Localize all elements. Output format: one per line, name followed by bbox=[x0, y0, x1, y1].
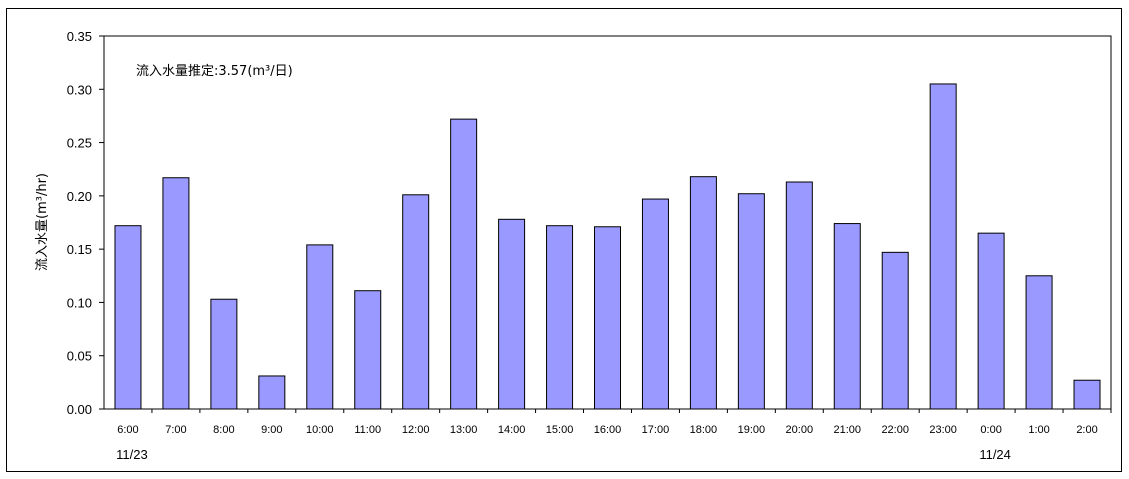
x-tick-label: 20:00 bbox=[786, 424, 814, 436]
date-label: 11/24 bbox=[979, 447, 1011, 462]
bar-6:00 bbox=[114, 225, 142, 410]
bar-20:00 bbox=[785, 181, 813, 410]
y-tick-label: 0.35 bbox=[67, 29, 92, 44]
x-tick-label: 2:00 bbox=[1076, 424, 1097, 436]
y-tick-label: 0.20 bbox=[67, 189, 92, 204]
y-axis-label: 流入水量(m³/hr) bbox=[35, 173, 50, 271]
bar-13:00 bbox=[450, 118, 478, 410]
bar-14:00 bbox=[498, 218, 526, 410]
y-tick-label: 0.30 bbox=[67, 82, 92, 97]
x-tick-label: 9:00 bbox=[261, 424, 282, 436]
bars bbox=[114, 83, 1101, 410]
bar-9:00 bbox=[258, 375, 286, 410]
x-tick-label: 23:00 bbox=[929, 424, 957, 436]
x-tick-label: 15:00 bbox=[546, 424, 574, 436]
bar-12:00 bbox=[402, 194, 430, 410]
y-axis: 0.00 0.05 0.10 0.15 0.20 0.25 0.30 0.35 bbox=[67, 29, 104, 417]
y-tick-label: 0.10 bbox=[67, 295, 92, 310]
x-tick-label: 16:00 bbox=[594, 424, 622, 436]
annotation-text: 流入水量推定:3.57(m³/日) bbox=[136, 64, 293, 79]
x-tick-label: 6:00 bbox=[117, 424, 138, 436]
date-label: 11/23 bbox=[116, 447, 148, 462]
x-tick-label: 18:00 bbox=[690, 424, 718, 436]
bar-1:00 bbox=[1025, 275, 1053, 410]
bar-11:00 bbox=[354, 290, 382, 410]
x-tick-label: 8:00 bbox=[213, 424, 234, 436]
y-tick-label: 0.00 bbox=[67, 402, 92, 417]
bar-23:00 bbox=[929, 83, 957, 410]
y-tick-label: 0.05 bbox=[67, 349, 92, 364]
x-tick-label: 7:00 bbox=[165, 424, 186, 436]
x-axis: 6:00 7:00 8:00 9:00 10:00 11:00 12:00 13:00 14:0… bbox=[116, 409, 1112, 462]
bar-8:00 bbox=[210, 298, 238, 410]
bar-2:00 bbox=[1073, 379, 1101, 410]
x-tick-label: 21:00 bbox=[833, 424, 861, 436]
bar-18:00 bbox=[689, 176, 717, 410]
bar-17:00 bbox=[641, 198, 669, 410]
y-tick-label: 0.15 bbox=[67, 242, 92, 257]
bar-7:00 bbox=[162, 177, 190, 410]
x-tick-label: 17:00 bbox=[642, 424, 670, 436]
y-tick-label: 0.25 bbox=[67, 136, 92, 151]
x-tick-label: 22:00 bbox=[881, 424, 909, 436]
bar-22:00 bbox=[881, 251, 909, 410]
x-tick-label: 19:00 bbox=[738, 424, 766, 436]
x-tick-label: 13:00 bbox=[450, 424, 478, 436]
bar-15:00 bbox=[546, 225, 574, 410]
x-tick-label: 10:00 bbox=[306, 424, 334, 436]
x-tick-label: 12:00 bbox=[402, 424, 430, 436]
bar-16:00 bbox=[594, 226, 621, 410]
x-tick-label: 14:00 bbox=[498, 424, 526, 436]
x-tick-label: 1:00 bbox=[1028, 424, 1049, 436]
bar-21:00 bbox=[833, 223, 861, 410]
bar-19:00 bbox=[737, 193, 765, 410]
bar-10:00 bbox=[306, 244, 334, 410]
x-tick-label: 0:00 bbox=[980, 424, 1001, 436]
x-tick-label: 11:00 bbox=[354, 424, 381, 436]
bar-0:00 bbox=[977, 232, 1005, 410]
